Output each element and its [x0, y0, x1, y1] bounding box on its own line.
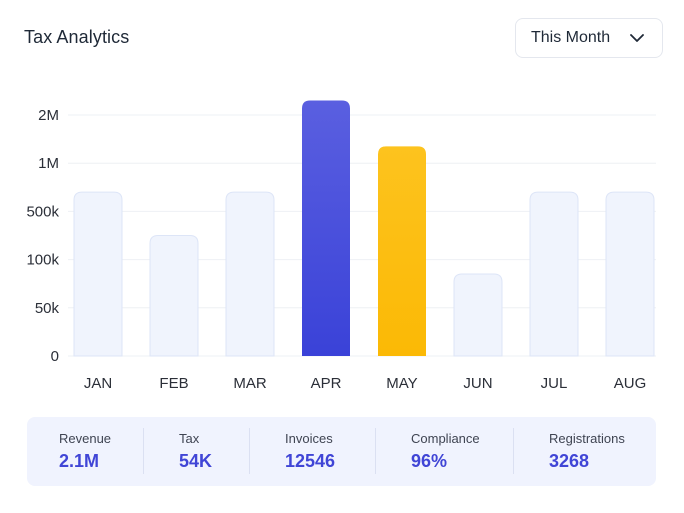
y-tick-label: 50k — [35, 300, 60, 317]
x-tick-label: JUL — [541, 375, 568, 392]
stat-label: Invoices — [285, 431, 333, 446]
x-tick-label: JAN — [84, 375, 112, 392]
stat-value: 54K — [179, 451, 213, 471]
x-tick-label: AUG — [614, 375, 647, 392]
y-tick-label: 0 — [51, 348, 59, 365]
x-tick-label: JUN — [463, 375, 492, 392]
stat-label: Tax — [179, 431, 200, 446]
stat-label: Compliance — [411, 431, 480, 446]
bar-aug — [605, 191, 655, 357]
bar-apr — [302, 100, 350, 356]
stat-value: 96% — [411, 451, 448, 471]
x-tick-label: MAY — [386, 375, 417, 392]
y-tick-label: 100k — [26, 252, 59, 269]
stat-label: Registrations — [549, 431, 625, 446]
stat-divider — [375, 428, 376, 474]
card-title: Tax Analytics — [24, 27, 130, 47]
bar-feb — [149, 235, 199, 357]
stat-value: 12546 — [285, 451, 336, 471]
bar-mar — [225, 191, 275, 357]
stat-label: Revenue — [59, 431, 112, 446]
y-tick-label: 2M — [38, 107, 59, 124]
chevron-down-icon — [630, 34, 644, 42]
x-tick-label: MAR — [233, 375, 267, 392]
stat-divider — [513, 428, 514, 474]
bar-jul — [529, 191, 579, 357]
x-tick-label: FEB — [159, 375, 188, 392]
period-select[interactable]: This Month — [515, 18, 663, 58]
x-tick-label: APR — [311, 375, 342, 392]
y-tick-label: 500k — [26, 203, 59, 220]
stat-value: 3268 — [549, 451, 590, 471]
tax-bar-chart: 0 50k 100k 500k 1M 2M JAN FEB MAR APR MAY JUN JUL AUG — [26, 100, 656, 392]
bar-jan — [73, 191, 123, 357]
y-tick-label: 1M — [38, 155, 59, 172]
bar-may — [378, 146, 426, 356]
stat-divider — [143, 428, 144, 474]
stats-panel: Revenue 2.1M Tax 54K Invoices 12546 Comp… — [27, 417, 656, 486]
stat-value: 2.1M — [59, 451, 100, 471]
bar-jun — [453, 273, 503, 357]
period-select-value: This Month — [531, 29, 611, 46]
stat-divider — [249, 428, 250, 474]
